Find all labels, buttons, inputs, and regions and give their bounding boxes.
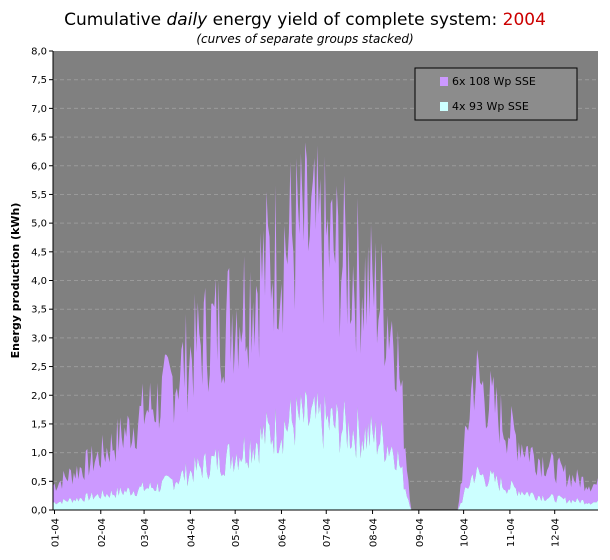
y-tick-label: 7,0 [31, 104, 47, 115]
x-tick-label: 12-04 [551, 518, 562, 547]
y-tick-label: 2,5 [31, 362, 47, 373]
y-tick-label: 3,0 [31, 333, 47, 344]
y-tick-label: 1,5 [31, 419, 47, 430]
y-tick-label: 4,5 [31, 247, 47, 258]
y-tick-label: 2,0 [31, 391, 47, 402]
y-tick-label: 5,0 [31, 219, 47, 230]
y-tick-label: 3,5 [31, 305, 47, 316]
chart-title: Cumulative daily energy yield of complet… [0, 10, 610, 30]
y-tick-label: 0,5 [31, 477, 47, 488]
y-tick-label: 7,5 [31, 75, 47, 86]
series-area-4x-93-wp-sse [53, 390, 598, 510]
x-tick-label: 04-04 [186, 518, 197, 547]
legend-label: 6x 108 Wp SSE [452, 75, 536, 88]
title-italic: daily [166, 10, 208, 30]
x-tick-label: 02-04 [97, 518, 108, 547]
x-tick-label: 09-04 [415, 518, 426, 547]
x-tick-label: 08-04 [369, 518, 380, 547]
x-tick-label: 11-04 [506, 518, 517, 547]
y-tick-label: 4,0 [31, 276, 47, 287]
title-middle: energy yield of complete system: [207, 10, 503, 30]
x-tick-label: 03-04 [140, 518, 151, 547]
legend-box [414, 67, 578, 121]
title-prefix: Cumulative [64, 10, 167, 30]
y-tick-labels: 0,0 0,5 1,0 1,5 2,0 2,5 3,0 3,5 4,0 4,5 5,0 5,5 6,0 6… [31, 47, 53, 517]
y-tick-label: 6,0 [31, 161, 47, 172]
title-year: 2004 [502, 10, 546, 30]
x-tick-label: 07-04 [322, 518, 333, 547]
chart-subtitle: (curves of separate groups stacked) [196, 32, 414, 46]
y-tick-label: 8,0 [31, 47, 47, 58]
legend-swatch [440, 102, 448, 111]
legend: 6x 108 Wp SSE 4x 93 Wp SSE [414, 67, 578, 121]
x-tick-label: 06-04 [277, 518, 288, 547]
x-tick-labels: 01-04 02-04 03-04 04-04 05-04 06-04 07-04 08-04… [50, 510, 562, 547]
y-tick-label: 5,5 [31, 190, 47, 201]
x-tick-label: 10-04 [460, 518, 471, 547]
legend-swatch [440, 77, 448, 86]
y-tick-label: 6,5 [31, 133, 47, 144]
x-tick-label: 05-04 [231, 518, 242, 547]
y-tick-label: 1,0 [31, 448, 47, 459]
x-tick-label: 01-04 [50, 518, 61, 547]
legend-label: 4x 93 Wp SSE [452, 100, 529, 113]
series-area-6x-108-wp-sse [53, 142, 598, 510]
series-areas [53, 142, 598, 510]
y-axis-label: Energy production (kWh) [9, 203, 22, 359]
y-tick-label: 0,0 [31, 506, 47, 517]
